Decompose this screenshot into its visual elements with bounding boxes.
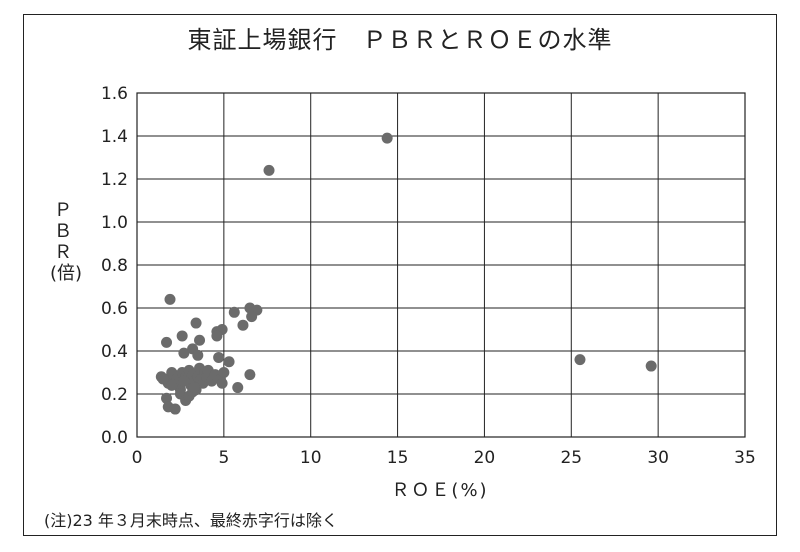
data-point	[381, 132, 393, 144]
y-tick-label: 1.6	[101, 84, 128, 104]
data-point	[223, 356, 235, 368]
data-point	[190, 317, 202, 329]
x-tick-label: 30	[647, 448, 669, 468]
data-point	[169, 403, 181, 415]
data-point	[263, 164, 275, 176]
data-point	[218, 367, 230, 378]
data-point	[188, 382, 200, 394]
x-tick-label: 0	[132, 448, 143, 468]
data-point	[237, 319, 249, 331]
x-axis-label: ＲＯＥ(%)	[391, 480, 489, 501]
y-axis-label-line: Ｐ	[54, 200, 72, 221]
plot-area	[136, 92, 746, 438]
data-point	[192, 349, 204, 361]
chart-title: 東証上場銀行 ＰＢＲとＲＯＥの水準	[187, 26, 613, 54]
data-point	[246, 311, 258, 323]
data-point	[178, 347, 190, 359]
data-point	[244, 369, 256, 381]
data-point	[161, 392, 173, 404]
y-tick-label: 0.0	[101, 428, 128, 448]
y-tick-label: 1.0	[101, 213, 128, 233]
x-tick-label: 25	[560, 448, 582, 468]
data-point	[228, 306, 240, 318]
y-axis-label-line: Ｂ	[54, 221, 72, 242]
data-point	[161, 336, 173, 348]
y-axis-label-line: Ｒ	[54, 242, 72, 263]
data-point	[574, 354, 586, 366]
x-tick-label: 20	[474, 448, 496, 468]
data-point	[211, 330, 223, 342]
data-point	[176, 330, 188, 342]
data-point	[178, 375, 190, 387]
chart-frame	[23, 14, 777, 536]
y-tick-label: 1.4	[101, 127, 128, 147]
y-tick-label: 1.2	[101, 170, 128, 190]
y-tick-label: 0.4	[101, 342, 128, 362]
y-axis-label-line: (倍)	[50, 263, 83, 284]
y-axis-label: Ｐ Ｂ Ｒ (倍)	[50, 200, 83, 284]
data-point	[213, 351, 225, 363]
footnote: (注)23 年３月末時点、最終赤字行は除く	[44, 511, 338, 530]
data-point	[166, 379, 178, 391]
y-tick-label: 0.2	[101, 385, 128, 405]
x-tick-label: 35	[734, 448, 756, 468]
data-point	[157, 373, 169, 385]
data-point	[164, 293, 176, 305]
data-point	[645, 360, 657, 372]
x-tick-label: 10	[300, 448, 322, 468]
data-point	[194, 334, 206, 346]
y-tick-label: 0.8	[101, 256, 128, 276]
data-point	[232, 382, 244, 394]
x-tick-label: 5	[218, 448, 229, 468]
y-tick-label: 0.6	[101, 299, 128, 319]
x-tick-label: 15	[387, 448, 409, 468]
data-point	[216, 377, 228, 389]
